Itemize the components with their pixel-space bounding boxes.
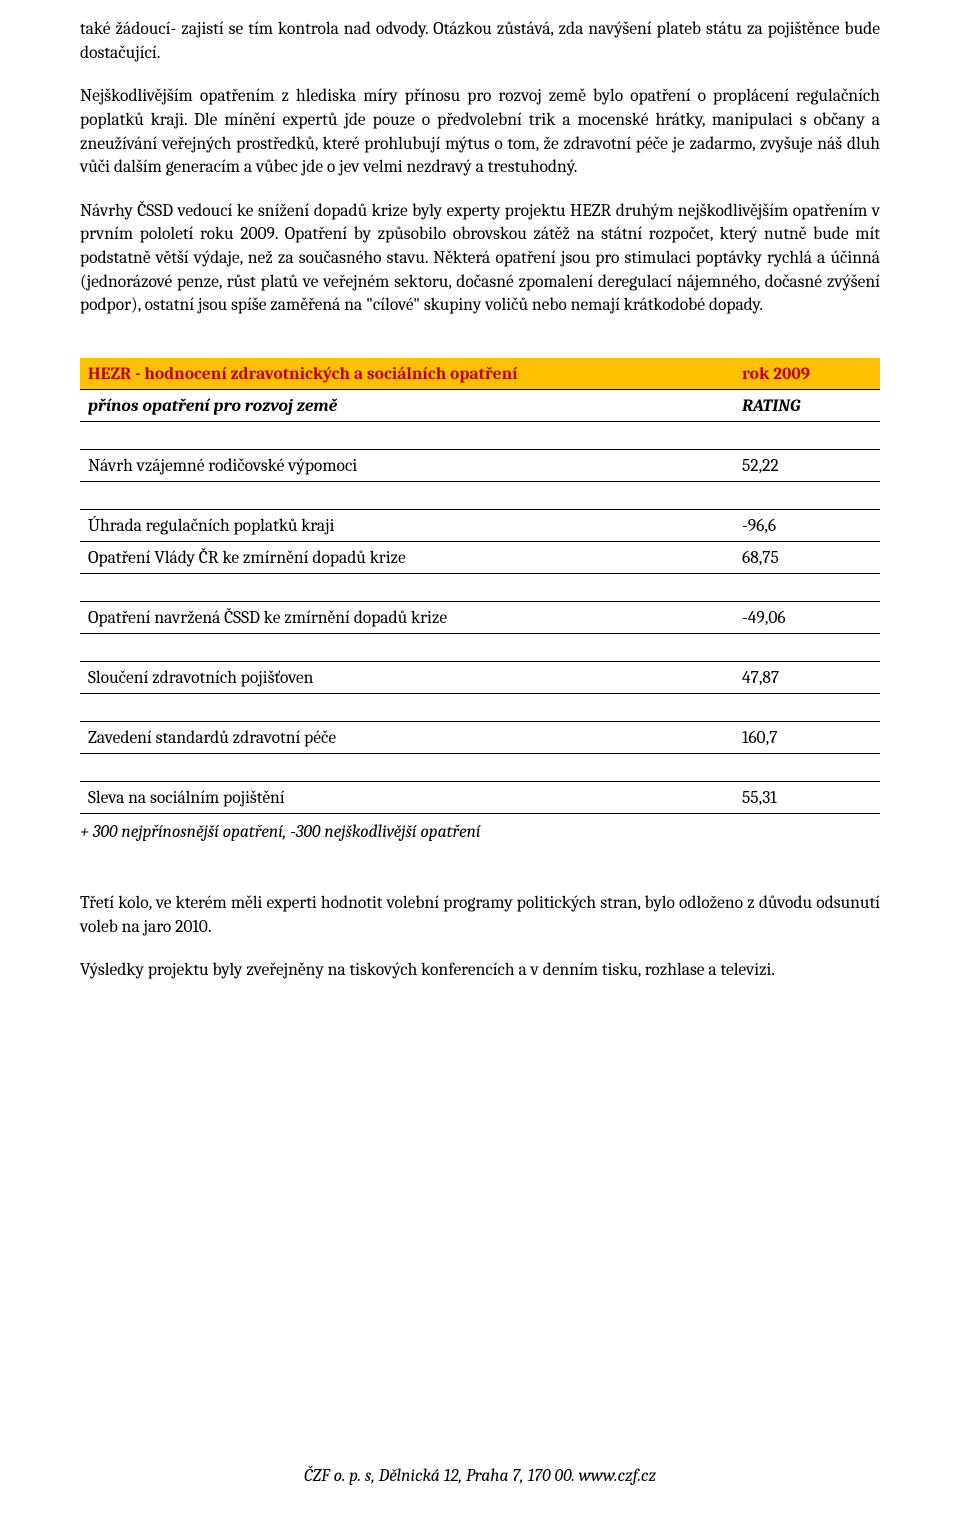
table-blank-cell xyxy=(734,633,880,661)
table-blank-row xyxy=(80,481,880,509)
paragraph-3: Návrhy ČSSD vedoucí ke snížení dopadů kr… xyxy=(80,200,880,318)
table-row: Sleva na sociálním pojištění55,31 xyxy=(80,781,880,813)
page-container: také žádoucí- zajistí se tím kontrola na… xyxy=(0,0,960,1516)
table-row-label: Sloučení zdravotních pojišťoven xyxy=(80,661,734,693)
table-blank-cell xyxy=(80,633,734,661)
paragraph-4: Třetí kolo, ve kterém měli experti hodno… xyxy=(80,892,880,939)
table-row: Opatření navržená ČSSD ke zmírnění dopad… xyxy=(80,601,880,633)
paragraph-2: Nejškodlivějším opatřením z hlediska mír… xyxy=(80,85,880,180)
table-blank-cell xyxy=(80,481,734,509)
table-blank-cell xyxy=(734,693,880,721)
table-row-value: 52,22 xyxy=(734,449,880,481)
table-blank-cell xyxy=(80,421,734,449)
table-row-value: -96,6 xyxy=(734,509,880,541)
table-subheader-left: přínos opatření pro rozvoj země xyxy=(80,389,734,421)
table-subheader-row: přínos opatření pro rozvoj země RATING xyxy=(80,389,880,421)
table-blank-cell xyxy=(80,573,734,601)
table-row: Sloučení zdravotních pojišťoven47,87 xyxy=(80,661,880,693)
table-row-label: Opatření Vlády ČR ke zmírnění dopadů kri… xyxy=(80,541,734,573)
table-row-value: 47,87 xyxy=(734,661,880,693)
table-row-value: 55,31 xyxy=(734,781,880,813)
table-blank-row xyxy=(80,633,880,661)
ratings-table: HEZR - hodnocení zdravotnických a sociál… xyxy=(80,358,880,814)
table-row-label: Opatření navržená ČSSD ke zmírnění dopad… xyxy=(80,601,734,633)
table-blank-cell xyxy=(80,693,734,721)
table-blank-row xyxy=(80,693,880,721)
table-header-left: HEZR - hodnocení zdravotnických a sociál… xyxy=(80,358,734,390)
paragraph-1: také žádoucí- zajistí se tím kontrola na… xyxy=(80,18,880,65)
table-row: Návrh vzájemné rodičovské výpomoci52,22 xyxy=(80,449,880,481)
table-blank-cell xyxy=(734,573,880,601)
table-row: Opatření Vlády ČR ke zmírnění dopadů kri… xyxy=(80,541,880,573)
table-row: Úhrada regulačních poplatků kraji-96,6 xyxy=(80,509,880,541)
spacer xyxy=(80,842,880,892)
table-blank-row xyxy=(80,421,880,449)
table-row-value: 68,75 xyxy=(734,541,880,573)
table-row: Zavedení standardů zdravotní péče160,7 xyxy=(80,721,880,753)
table-body: Návrh vzájemné rodičovské výpomoci52,22Ú… xyxy=(80,421,880,813)
table-row-label: Úhrada regulačních poplatků kraji xyxy=(80,509,734,541)
table-header-row: HEZR - hodnocení zdravotnických a sociál… xyxy=(80,358,880,390)
ratings-table-wrap: HEZR - hodnocení zdravotnických a sociál… xyxy=(80,358,880,814)
table-blank-cell xyxy=(80,753,734,781)
paragraph-5: Výsledky projektu byly zveřejněny na tis… xyxy=(80,959,880,983)
table-row-value: 160,7 xyxy=(734,721,880,753)
table-blank-cell xyxy=(734,753,880,781)
table-row-value: -49,06 xyxy=(734,601,880,633)
table-blank-row xyxy=(80,753,880,781)
table-header-right: rok 2009 xyxy=(734,358,880,390)
table-row-label: Návrh vzájemné rodičovské výpomoci xyxy=(80,449,734,481)
page-footer: ČZF o. p. s, Dělnická 12, Praha 7, 170 0… xyxy=(0,1466,960,1486)
table-row-label: Sleva na sociálním pojištění xyxy=(80,781,734,813)
table-blank-row xyxy=(80,573,880,601)
table-subheader-right: RATING xyxy=(734,389,880,421)
table-footnote: + 300 nejpřínosnější opatření, -300 nejš… xyxy=(80,822,880,842)
table-blank-cell xyxy=(734,481,880,509)
table-row-label: Zavedení standardů zdravotní péče xyxy=(80,721,734,753)
table-blank-cell xyxy=(734,421,880,449)
